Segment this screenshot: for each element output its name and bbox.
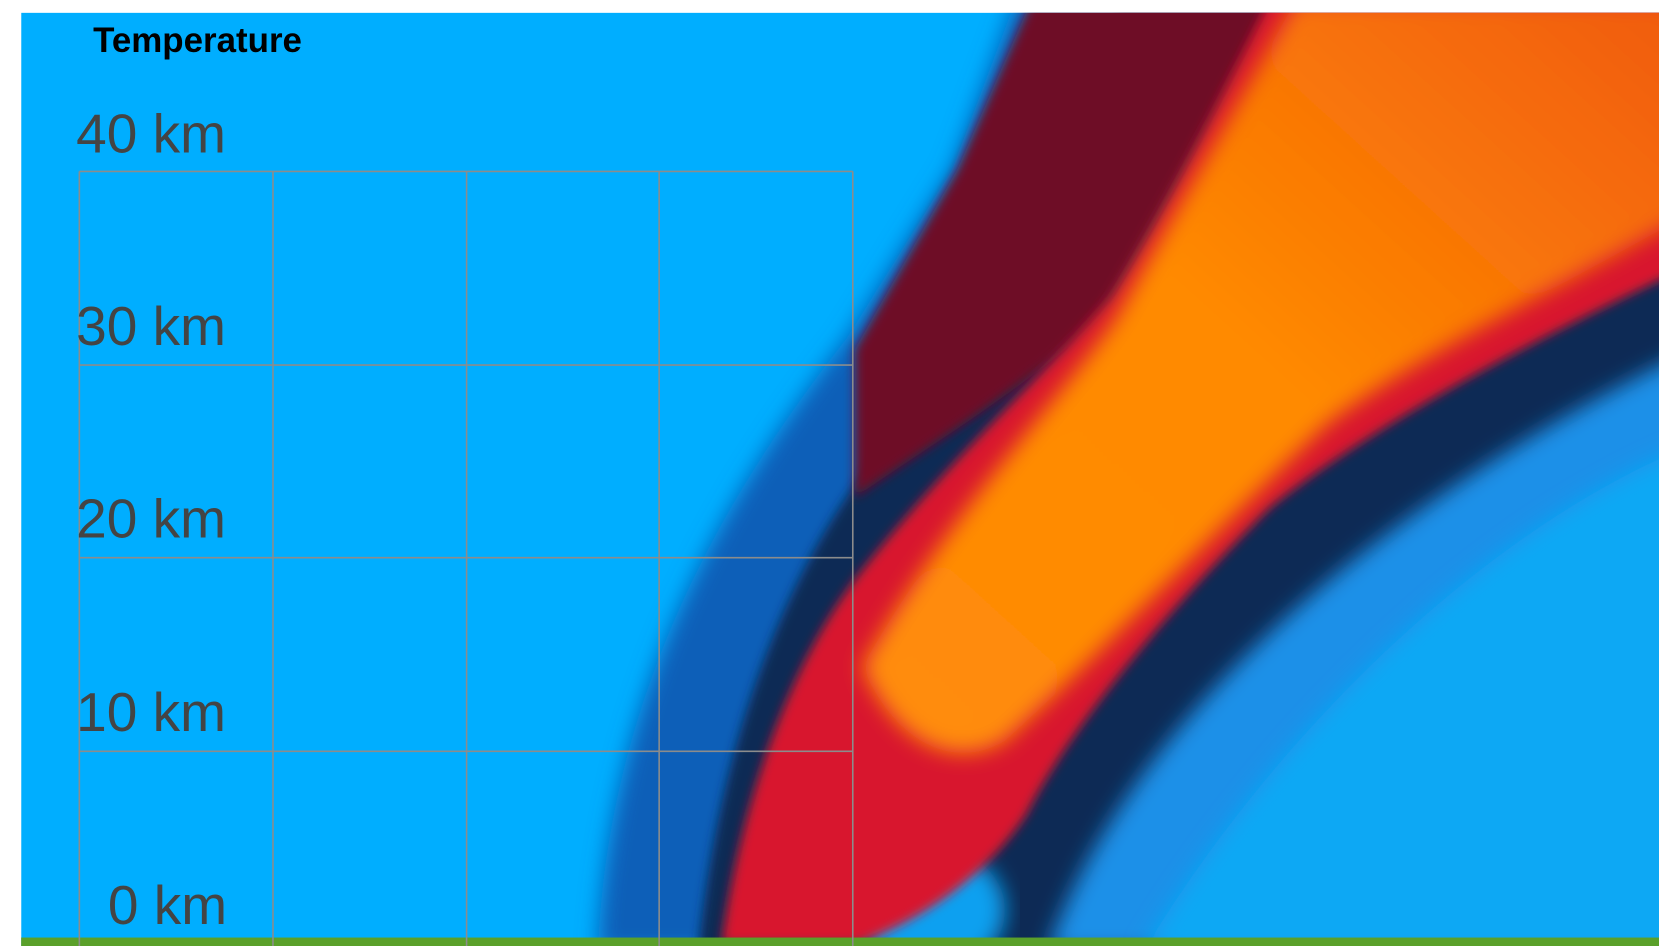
altitude-label: 40 km: [76, 102, 226, 164]
title: Temperature: [93, 21, 302, 60]
hottest-region: [862, 12, 1659, 753]
altitude-label: 20 km: [76, 488, 226, 550]
altitude-label: 10 km: [76, 681, 226, 743]
grid: [78, 170, 854, 946]
cool-region-inner: [1146, 459, 1659, 946]
ground: [21, 937, 1659, 946]
altitude-label: 30 km: [76, 295, 226, 357]
altitude-label: 0 km: [108, 874, 227, 936]
temperature-field: [21, 12, 1659, 946]
hot-edge: [854, 12, 1278, 498]
